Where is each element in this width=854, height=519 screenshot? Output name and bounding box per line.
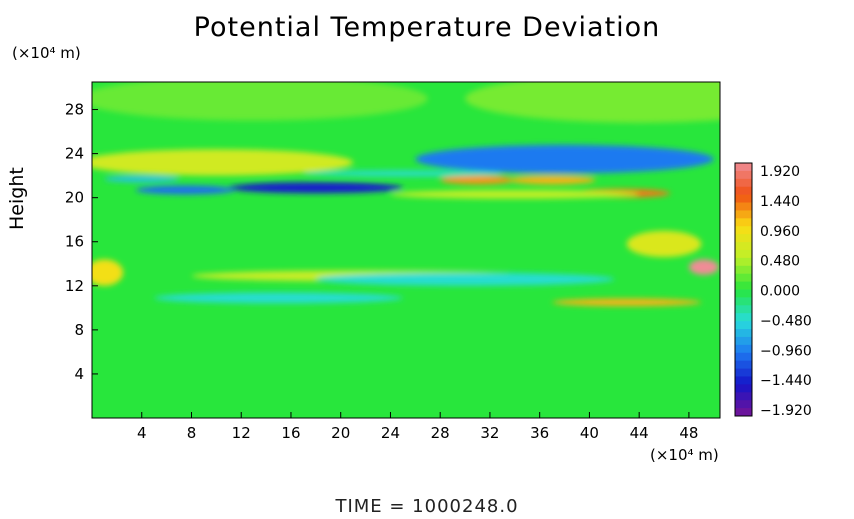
colorbar-swatch xyxy=(735,178,752,188)
x-tick-label: 32 xyxy=(480,424,499,442)
colorbar-swatch xyxy=(735,344,752,354)
x-axis-unit: (×10⁴ m) xyxy=(650,446,719,464)
colorbar-swatch xyxy=(735,392,752,401)
colorbar-swatch xyxy=(735,194,752,203)
field-anomaly xyxy=(415,144,714,174)
colorbar-swatch xyxy=(735,321,752,330)
field-anomaly xyxy=(440,175,515,185)
field-anomaly xyxy=(688,259,719,275)
field-anomaly xyxy=(465,82,720,123)
x-tick-label: 16 xyxy=(281,424,300,442)
x-tick-label: 4 xyxy=(137,424,147,442)
y-axis-unit: (×10⁴ m) xyxy=(12,44,81,62)
colorbar-swatch xyxy=(735,265,752,275)
y-tick-label: 28 xyxy=(65,101,84,119)
x-tick-label: 12 xyxy=(232,424,251,442)
colorbar-frame xyxy=(734,162,753,417)
colorbar-swatch xyxy=(735,226,752,235)
colorbar-swatch xyxy=(735,368,752,377)
colorbar-label: 0.960 xyxy=(760,224,800,240)
colorbar-swatch xyxy=(735,257,752,267)
colorbar: 1.920 1.440 0.960 0.480 0.000 −0.480 −0.960 −1.… xyxy=(734,162,812,419)
plot-frame xyxy=(91,81,721,419)
colorbar-swatch xyxy=(735,329,752,338)
y-tick-label: 12 xyxy=(65,277,84,295)
y-tick-label: 16 xyxy=(65,233,84,251)
colorbar-swatch xyxy=(735,297,752,306)
field-anomaly xyxy=(303,170,503,177)
colorbar-label: 0.000 xyxy=(760,284,800,300)
x-tick-label: 40 xyxy=(580,424,599,442)
x-tick-label: 36 xyxy=(530,424,549,442)
field-anomaly xyxy=(552,298,702,307)
colorbar-swatch xyxy=(735,281,752,290)
field-anomaly xyxy=(315,272,615,286)
colorbar-label: 1.440 xyxy=(760,194,800,210)
colorbar-swatch xyxy=(735,336,752,346)
y-tick-label: 8 xyxy=(74,321,84,339)
x-tick-label: 8 xyxy=(187,424,197,442)
colorbar-swatch xyxy=(735,273,752,282)
colorbar-label: 1.920 xyxy=(760,164,800,180)
field-anomaly xyxy=(92,149,354,176)
field-anomaly xyxy=(135,185,236,195)
x-tick-label: 48 xyxy=(679,424,698,442)
field-anomaly xyxy=(104,175,180,183)
colorbar-swatch xyxy=(735,360,752,369)
colorbar-swatch xyxy=(735,305,752,314)
colorbar-swatch xyxy=(735,202,752,211)
colorbar-swatch xyxy=(735,218,752,227)
colorbar-swatch xyxy=(735,163,752,172)
colorbar-swatch xyxy=(735,210,752,219)
colorbar-label: −0.960 xyxy=(760,343,812,359)
colorbar-swatch xyxy=(735,186,752,196)
colorbar-label: −1.440 xyxy=(760,373,812,389)
colorbar-swatch xyxy=(735,249,752,259)
colorbar-swatch xyxy=(735,376,752,385)
heatmap-field xyxy=(92,82,720,418)
field-anomaly xyxy=(508,175,596,185)
x-tick-label: 44 xyxy=(630,424,649,442)
colorbar-swatch xyxy=(735,313,752,322)
colorbar-swatch xyxy=(735,408,752,417)
y-tick-label: 24 xyxy=(65,145,84,163)
colorbar-swatch xyxy=(735,170,752,180)
colorbar-swatch xyxy=(735,400,752,409)
colorbar-label: −0.480 xyxy=(760,313,812,329)
colorbar-swatch xyxy=(735,234,752,243)
colorbar-swatch xyxy=(735,352,752,362)
field-background xyxy=(92,82,720,418)
x-tick-label: 20 xyxy=(331,424,350,442)
colorbar-swatch xyxy=(735,289,752,298)
time-label: TIME = 1000248.0 xyxy=(335,496,519,517)
field-anomaly xyxy=(92,259,124,286)
chart-title: Potential Temperature Deviation xyxy=(193,12,661,43)
y-axis-ticks: 4 8 12 16 20 24 28 xyxy=(65,101,98,383)
x-tick-label: 28 xyxy=(431,424,450,442)
field-anomaly xyxy=(154,292,403,304)
field-anomaly xyxy=(626,230,702,258)
field-anomaly xyxy=(390,189,640,199)
x-axis-ticks: 4 8 12 16 20 24 28 32 36 40 44 48 xyxy=(137,412,698,442)
colorbar-swatch xyxy=(735,384,752,393)
field-anomaly xyxy=(92,82,428,121)
colorbar-label: −1.920 xyxy=(760,403,812,419)
colorbar-label: 0.480 xyxy=(760,254,800,270)
field-anomaly xyxy=(228,182,403,194)
y-tick-label: 4 xyxy=(74,365,84,383)
colorbar-swatch xyxy=(735,242,752,251)
x-tick-label: 24 xyxy=(381,424,400,442)
y-tick-label: 20 xyxy=(65,189,84,207)
